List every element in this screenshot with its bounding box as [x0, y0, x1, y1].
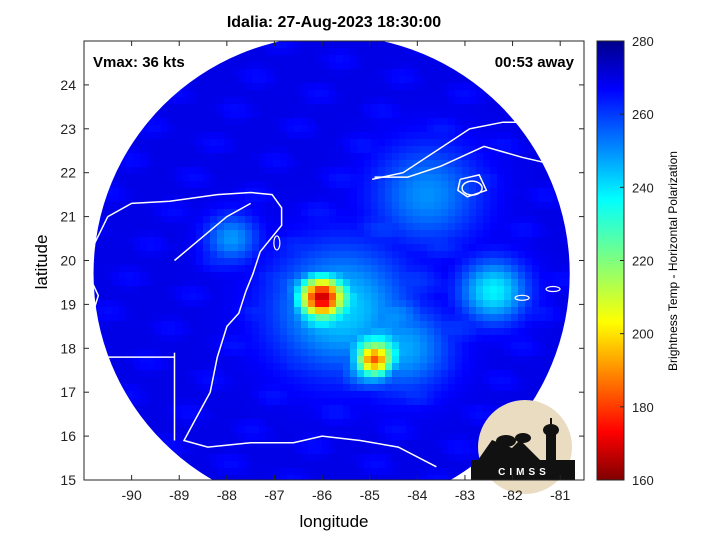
y-tick-label: 21: [60, 209, 76, 225]
colorbar-tick-label: 240: [632, 180, 654, 195]
x-tick-label: -87: [264, 487, 284, 503]
colorbar-tick-label: 200: [632, 327, 654, 342]
y-axis-label: latitude: [32, 234, 51, 290]
vmax-annotation: Vmax: 36 kts: [93, 54, 185, 71]
colorbar-label: Brightness Temp - Horizontal Polarizatio…: [666, 151, 680, 371]
y-tick-label: 22: [60, 165, 76, 181]
colorbar-ticks: 160 180 200 220 240 260 280: [620, 34, 654, 488]
y-tick-label: 24: [60, 77, 76, 93]
y-axis: 15 16 17 18 19 20 21 22 23 24: [60, 77, 584, 488]
time-away-annotation: 00:53 away: [494, 54, 574, 71]
colorbar-tick-label: 280: [632, 34, 654, 49]
x-tick-label: -86: [312, 487, 332, 503]
y-tick-label: 19: [60, 296, 76, 312]
colorbar-tick-label: 260: [632, 107, 654, 122]
x-tick-label: -81: [550, 487, 570, 503]
y-tick-label: 15: [60, 472, 76, 488]
x-tick-label: -90: [122, 487, 142, 503]
x-axis: -90 -89 -88 -87 -86 -85 -84 -83 -82 -81: [122, 41, 571, 503]
colorbar-tick-label: 180: [632, 400, 654, 415]
logo-text: CIMSS: [498, 467, 550, 478]
x-axis-label: longitude: [299, 512, 369, 531]
x-tick-label: -84: [407, 487, 427, 503]
x-tick-label: -83: [455, 487, 475, 503]
brightness-swath: [93, 41, 570, 480]
x-tick-label: -89: [169, 487, 189, 503]
x-tick-label: -82: [502, 487, 522, 503]
y-tick-label: 18: [60, 340, 76, 356]
colorbar-tick-label: 220: [632, 254, 654, 269]
y-tick-label: 16: [60, 428, 76, 444]
x-tick-label: -85: [360, 487, 380, 503]
x-tick-label: -88: [217, 487, 237, 503]
y-tick-label: 17: [60, 384, 76, 400]
y-tick-label: 20: [60, 253, 76, 269]
chart-title: Idalia: 27-Aug-2023 18:30:00: [226, 14, 442, 31]
colorbar-tick-label: 160: [632, 473, 654, 488]
y-tick-label: 23: [60, 121, 76, 137]
colorbar: [596, 40, 625, 481]
cimss-logo: [471, 400, 575, 494]
